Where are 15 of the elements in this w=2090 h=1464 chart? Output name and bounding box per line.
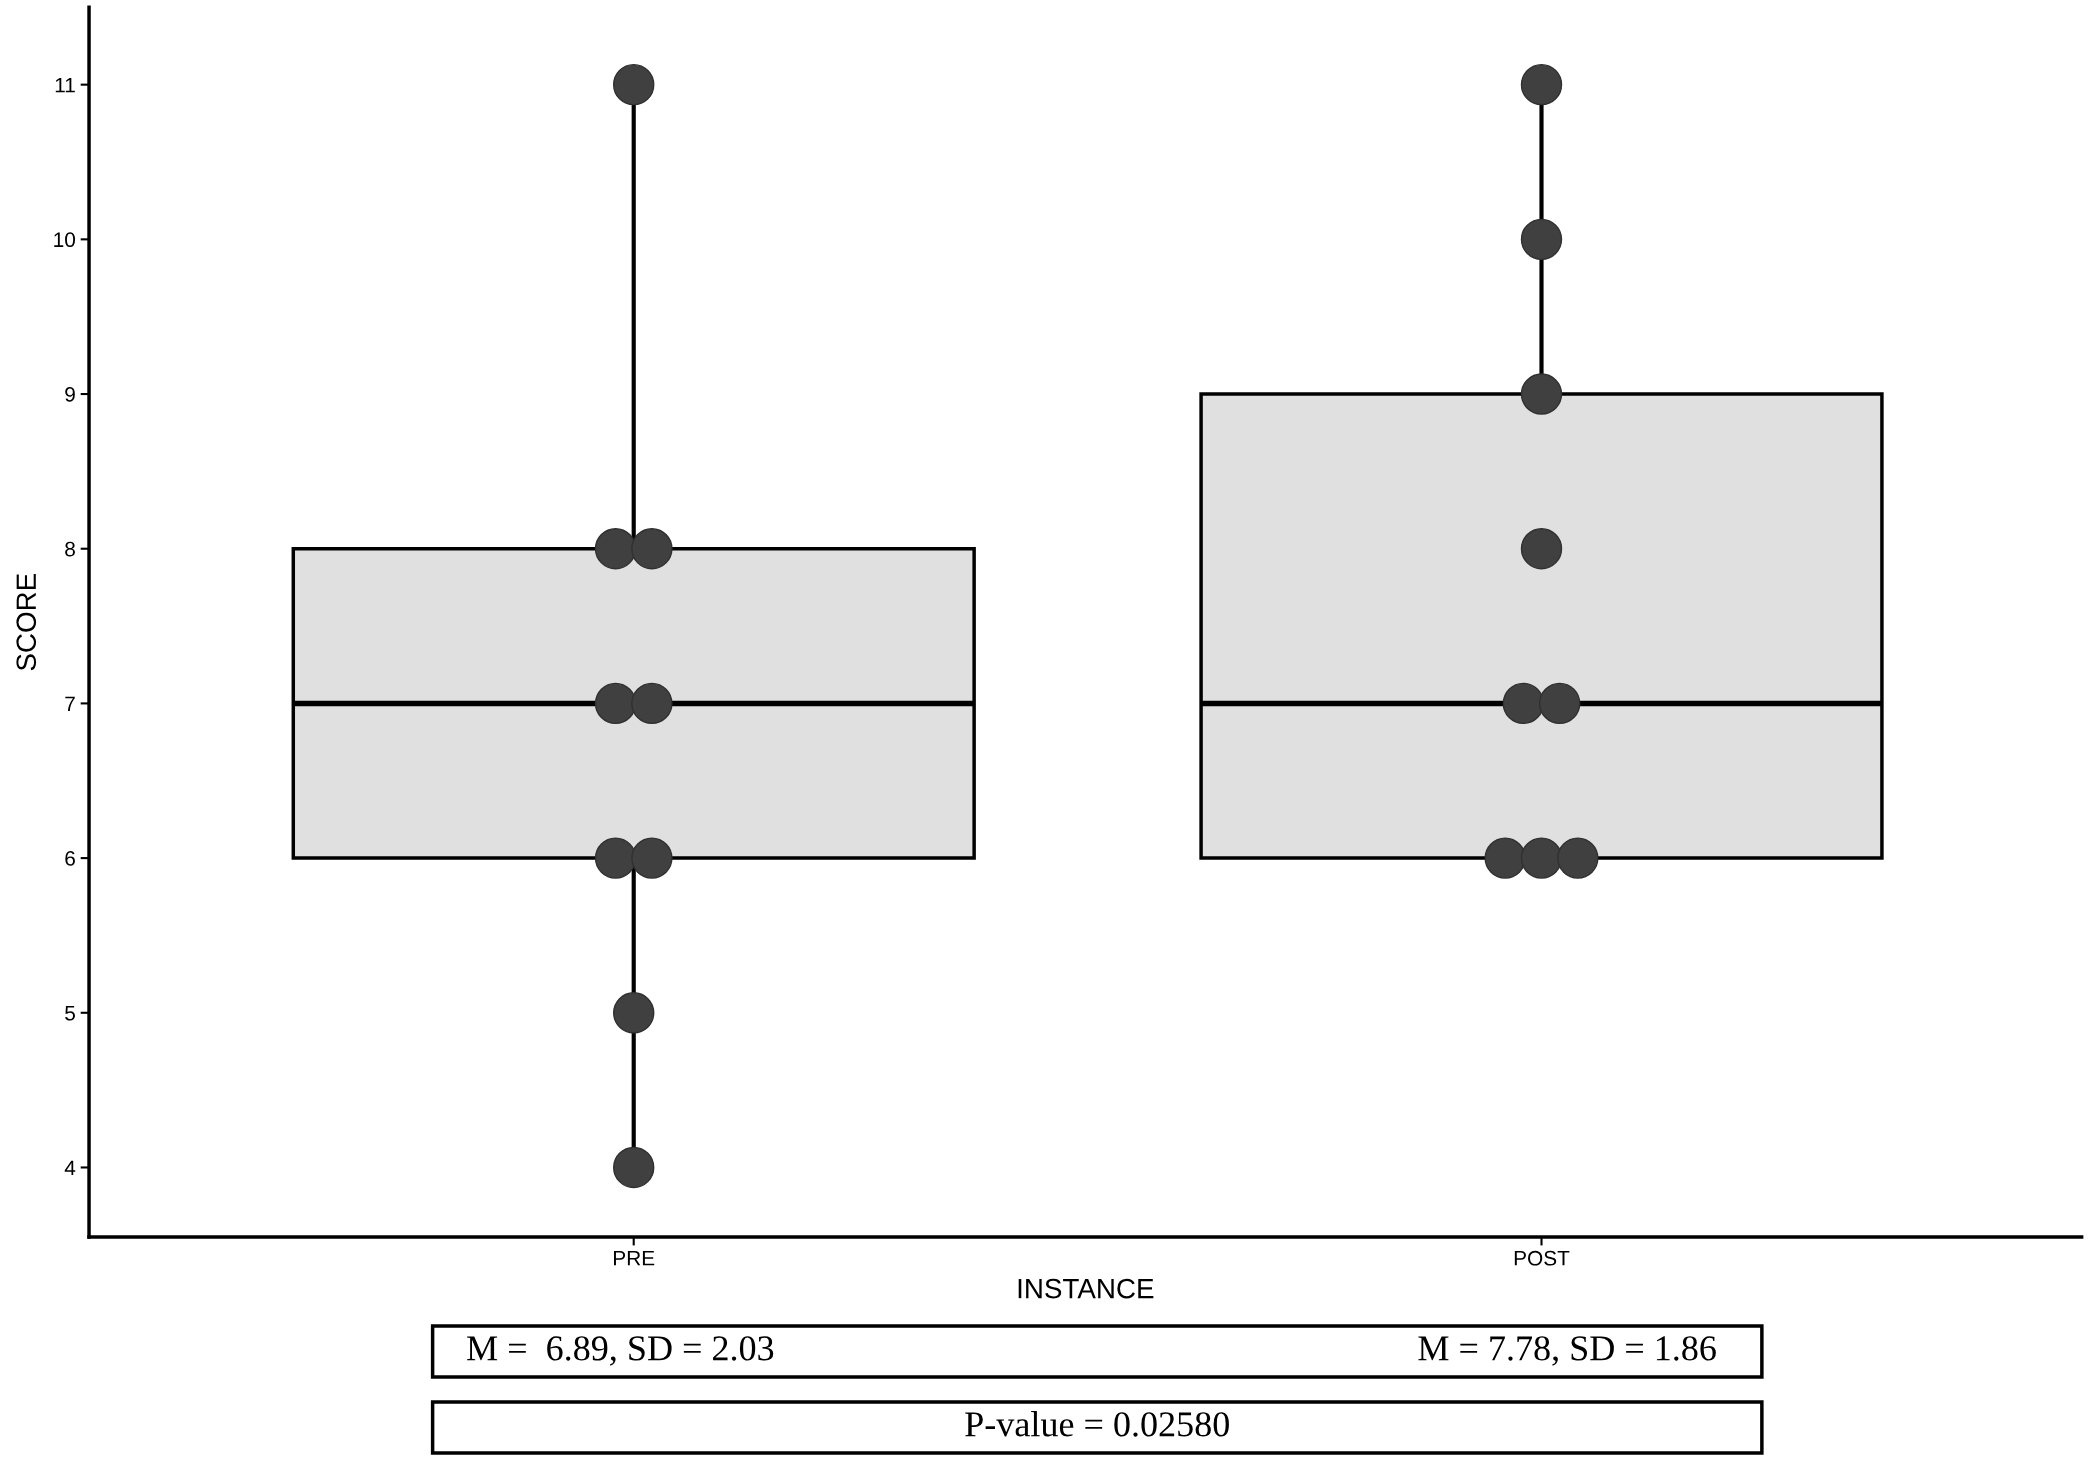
text: M = 7.78, SD = 1.86 <box>1418 1336 1716 1366</box>
x-tick-label: POST <box>1514 1250 1570 1266</box>
text: P-value = 0.02580 <box>965 1411 1229 1437</box>
y-tick-label: 5 <box>65 1006 75 1021</box>
text: M = 6.89, SD = 2.03 <box>467 1336 774 1366</box>
y-tick-label: 11 <box>55 77 75 93</box>
y-tick-label: 8 <box>65 541 75 557</box>
y-tick-label: 4 <box>64 1160 76 1176</box>
x-tick-label: PRE <box>614 1251 655 1266</box>
y-axis-title: SCORE <box>16 574 37 671</box>
y-tick-label: 7 <box>65 696 75 711</box>
x-axis-title: INSTANCE <box>1018 1278 1154 1299</box>
y-tick-label: 9 <box>65 387 75 402</box>
y-tick-label: 6 <box>65 851 75 866</box>
y-tick-label: 10 <box>54 232 76 248</box>
